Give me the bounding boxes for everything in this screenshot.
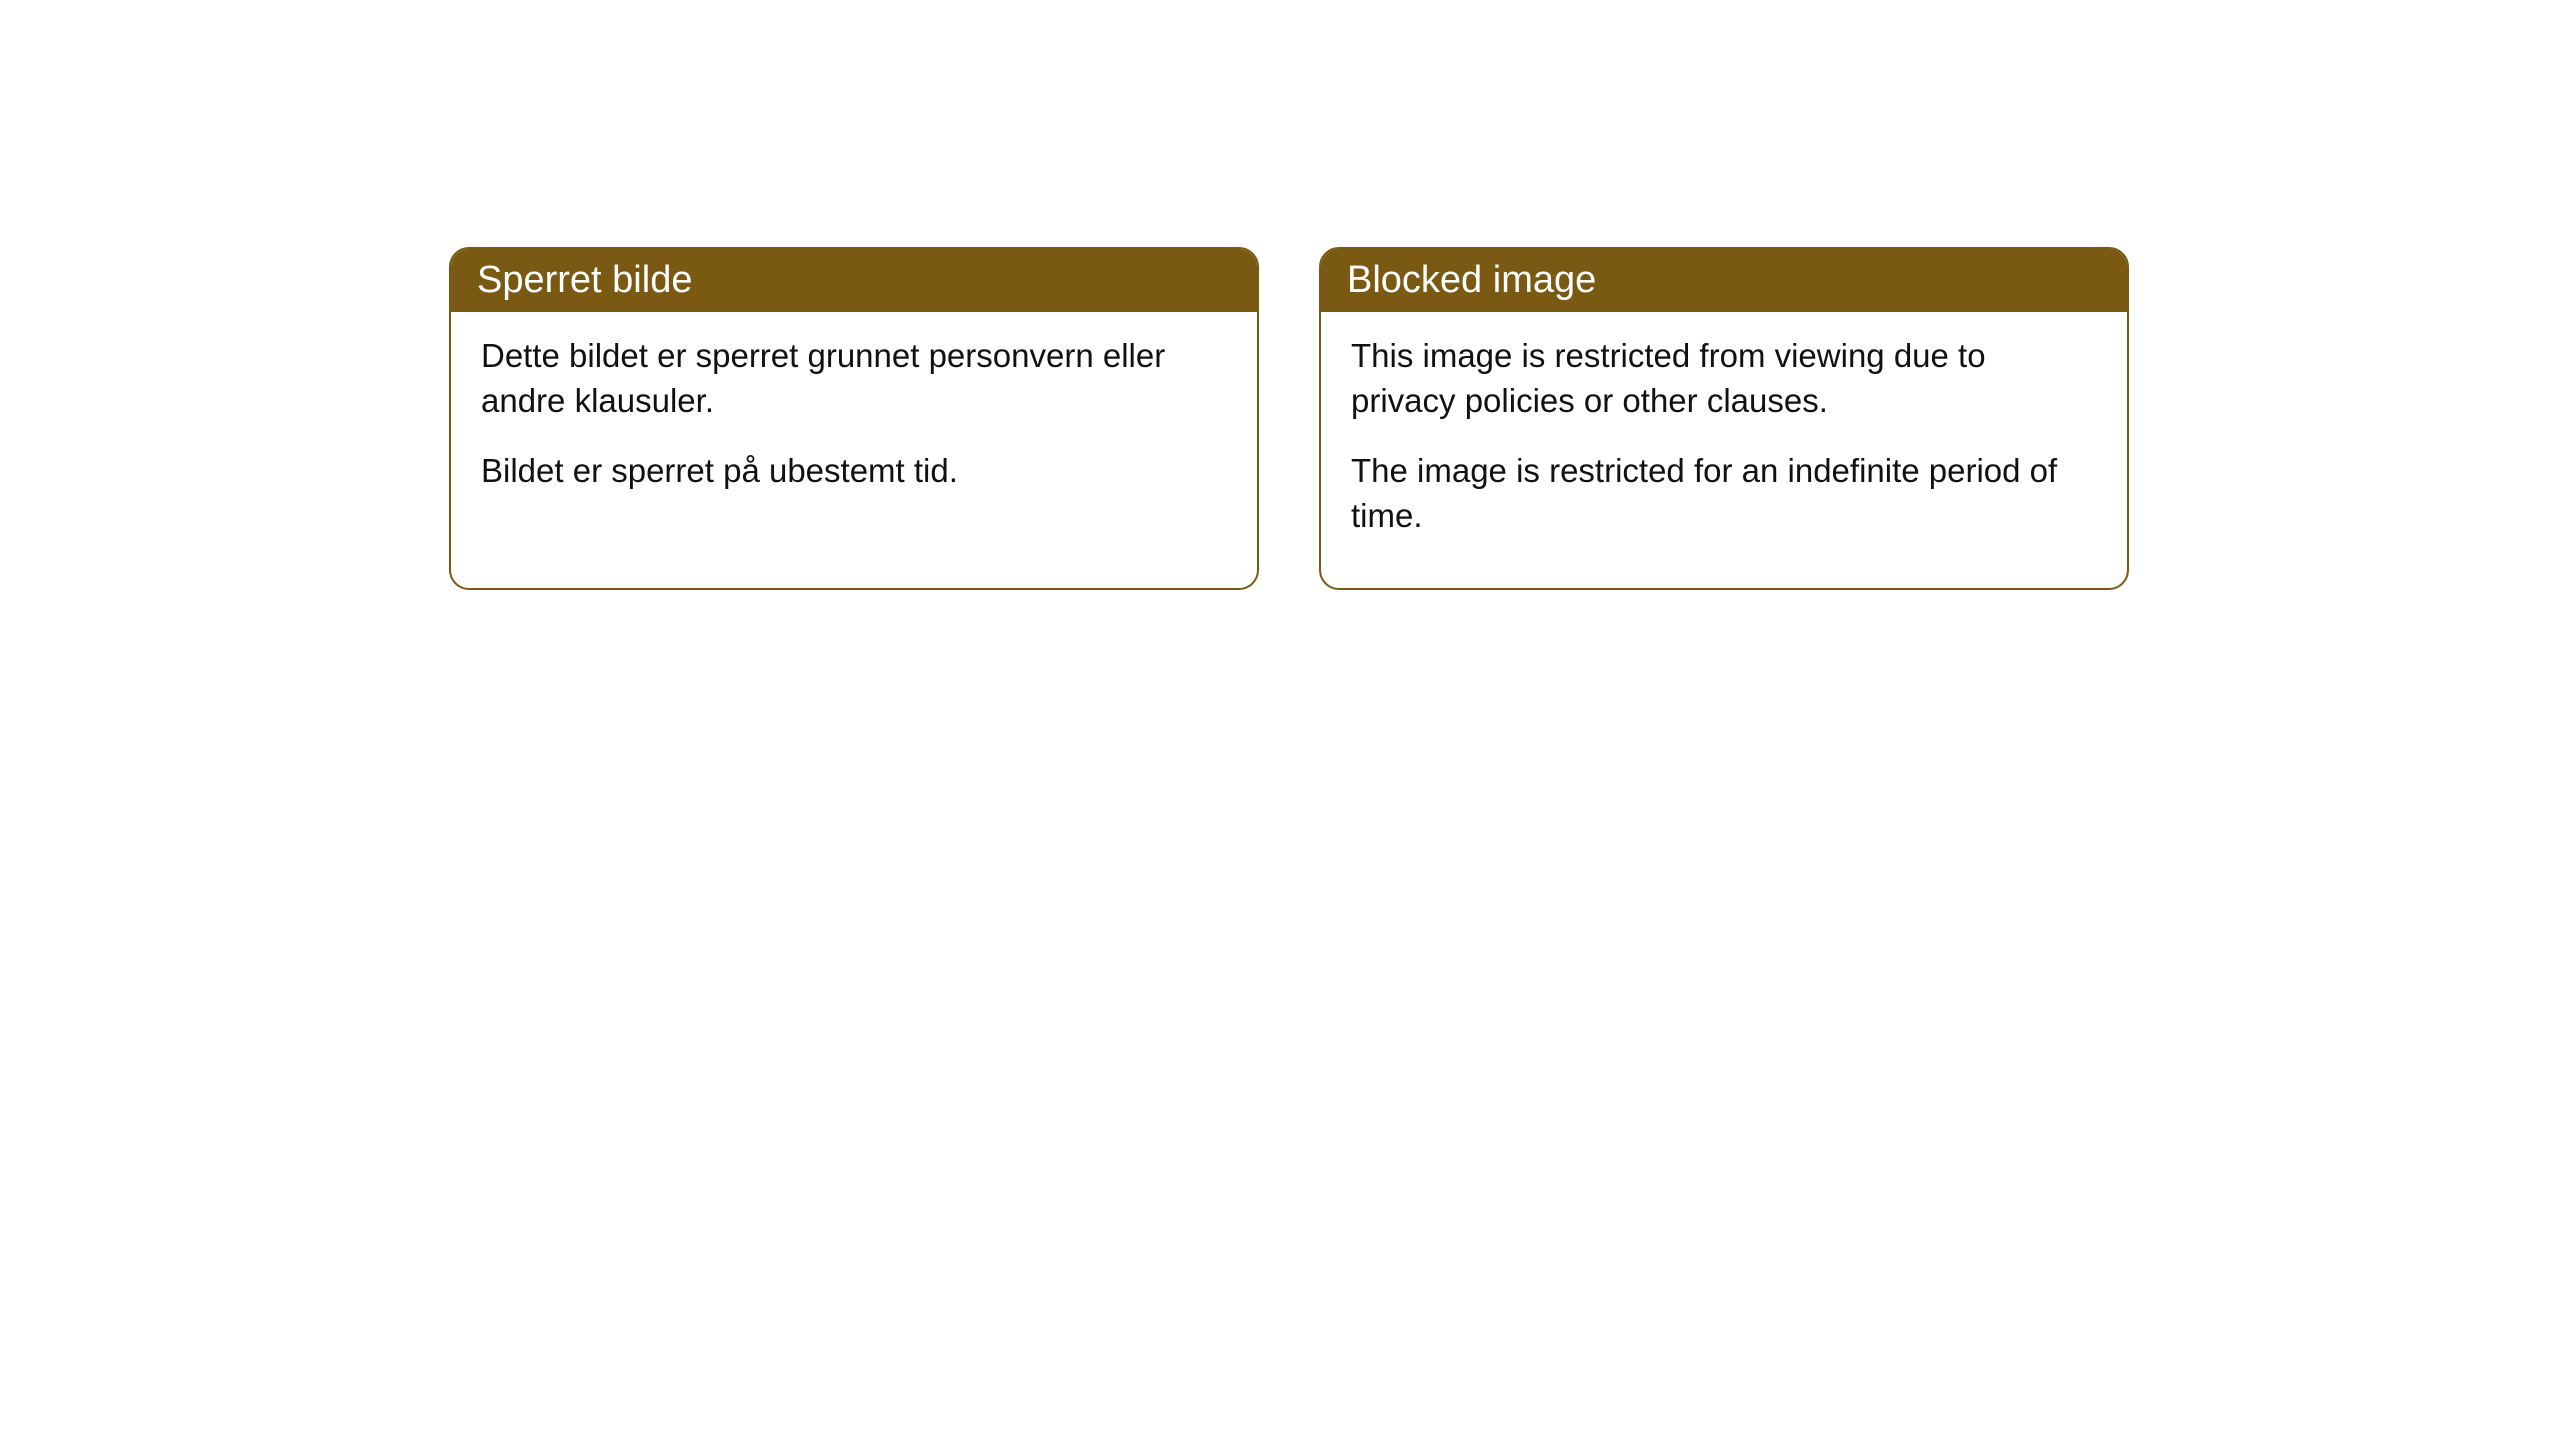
card-paragraph: This image is restricted from viewing du… — [1351, 334, 2097, 423]
card-header: Blocked image — [1321, 249, 2127, 312]
card-paragraph: Bildet er sperret på ubestemt tid. — [481, 449, 1227, 494]
card-body: This image is restricted from viewing du… — [1321, 312, 2127, 588]
card-paragraph: The image is restricted for an indefinit… — [1351, 449, 2097, 538]
notice-card-norwegian: Sperret bilde Dette bildet er sperret gr… — [449, 247, 1259, 590]
card-paragraph: Dette bildet er sperret grunnet personve… — [481, 334, 1227, 423]
notice-cards-container: Sperret bilde Dette bildet er sperret gr… — [449, 247, 2129, 590]
notice-card-english: Blocked image This image is restricted f… — [1319, 247, 2129, 590]
card-header: Sperret bilde — [451, 249, 1257, 312]
card-body: Dette bildet er sperret grunnet personve… — [451, 312, 1257, 544]
